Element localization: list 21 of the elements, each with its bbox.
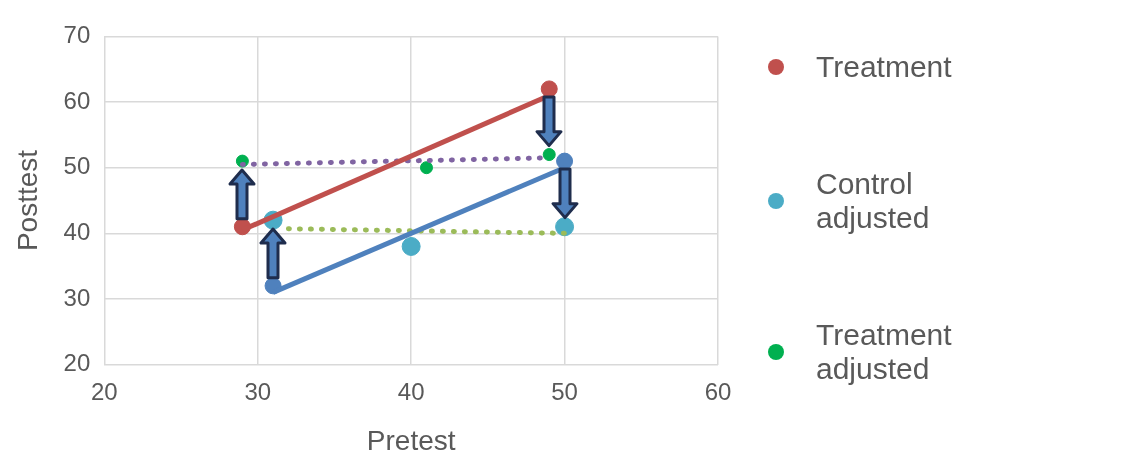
x-axis-title: Pretest	[366, 424, 456, 456]
x-tick-label: 30	[244, 377, 272, 405]
x-tick-label: 60	[704, 377, 732, 405]
point	[540, 80, 558, 98]
point	[419, 161, 433, 175]
x-tick-label: 40	[397, 377, 425, 405]
point	[556, 152, 574, 170]
point	[542, 148, 556, 162]
y-tick-label: 40	[63, 217, 91, 245]
y-tick-label: 60	[63, 86, 91, 114]
point	[401, 236, 421, 256]
legend-label: Treatment adjusted	[816, 318, 953, 387]
legend-label: Treatment	[816, 49, 953, 84]
y-tick-label: 70	[63, 21, 91, 49]
x-tick-label: 20	[90, 377, 118, 405]
legend-label: Control adjusted	[816, 166, 931, 235]
y-tick-label: 30	[63, 283, 91, 311]
y-tick-label: 20	[63, 349, 91, 377]
y-tick-label: 50	[63, 152, 91, 180]
y-axis-title: Posttest	[11, 149, 43, 252]
x-tick-label: 50	[551, 377, 578, 405]
